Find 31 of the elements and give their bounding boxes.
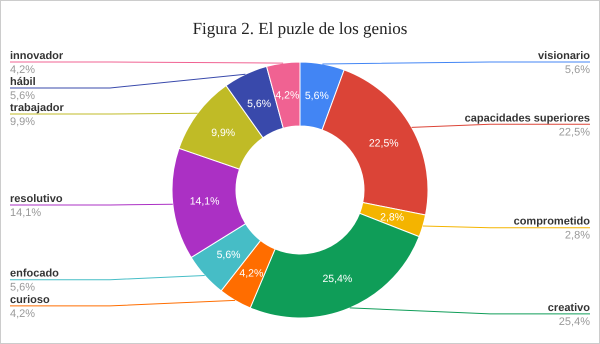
slice-label: innovador [10,50,64,62]
text: 4,2% [10,64,36,76]
slice-label: enfocado [10,268,60,280]
data-label: 14,1% [190,195,220,208]
slice-label: visionario [538,50,590,62]
slice-label: creativo [548,302,590,314]
data-label: 5,6% [304,90,329,102]
chart-title: Figura 2. El puzle de los genios [192,19,408,38]
data-label: 4,2% [239,267,264,280]
data-label: 2,8% [380,212,404,224]
data-label: 4,2% [275,90,300,102]
data-label: 25,4% [322,273,352,286]
data-label: 22,5% [368,138,399,150]
text: 22,5% [558,126,590,138]
text: 25,4% [558,316,590,328]
text: 4,2% [10,308,36,320]
data-label: 5,6% [216,248,241,261]
slice-label: hábil [10,76,36,88]
text: 5,6% [10,282,36,294]
slice-label: trabajador [10,102,65,114]
data-label: 5,6% [247,98,272,110]
slice-label: comprometido [514,216,590,228]
text: 9,9% [10,116,36,128]
text: 5,6% [564,64,590,76]
text: 5,6% [10,90,36,102]
slice-label: curioso [10,294,50,306]
slice-label: capacidades superiores [464,112,590,124]
data-label: 9,9% [211,127,236,140]
text: 2,8% [564,230,590,242]
text: 14,1% [10,206,42,219]
slice-label: resolutivo [10,192,63,205]
